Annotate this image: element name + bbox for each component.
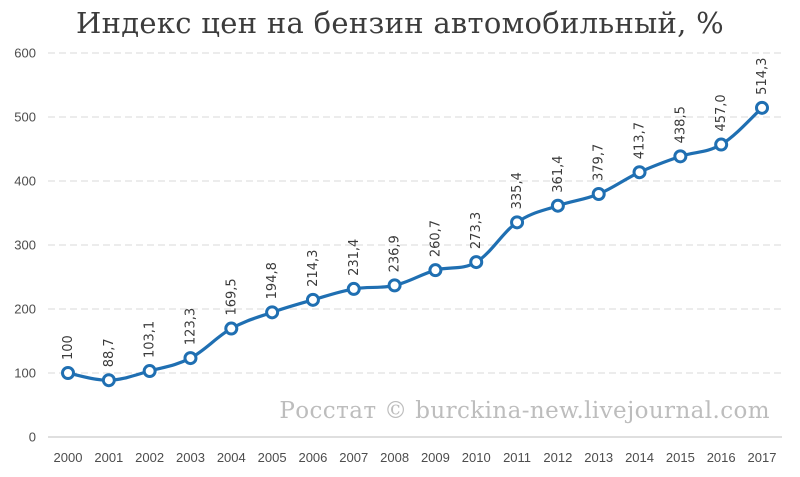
x-tick-label: 2013 bbox=[584, 450, 613, 465]
data-point bbox=[550, 198, 565, 213]
y-tick-label: 400 bbox=[14, 174, 36, 189]
data-point bbox=[510, 215, 525, 230]
data-point bbox=[265, 305, 280, 320]
data-label: 379,7 bbox=[592, 144, 607, 181]
y-tick-label: 300 bbox=[14, 238, 36, 253]
data-point bbox=[673, 149, 688, 164]
data-label: 194,8 bbox=[265, 262, 280, 299]
x-tick-label: 2014 bbox=[625, 450, 654, 465]
data-point bbox=[305, 292, 320, 307]
x-tick-label: 2012 bbox=[543, 450, 572, 465]
data-label: 214,3 bbox=[306, 250, 321, 287]
data-point bbox=[755, 100, 769, 115]
data-point bbox=[101, 373, 116, 388]
data-point bbox=[224, 321, 239, 336]
x-tick-label: 2015 bbox=[666, 450, 695, 465]
data-point bbox=[346, 281, 361, 296]
data-label: 438,5 bbox=[673, 106, 688, 143]
data-point bbox=[428, 263, 443, 278]
data-label: 88,7 bbox=[102, 338, 117, 367]
x-tick-label: 2007 bbox=[339, 450, 368, 465]
data-label: 457,0 bbox=[714, 94, 729, 131]
data-label: 123,3 bbox=[183, 308, 198, 345]
data-point bbox=[591, 186, 606, 201]
x-tick-label: 2008 bbox=[380, 450, 409, 465]
x-tick-label: 2003 bbox=[176, 450, 205, 465]
data-label: 100 bbox=[61, 335, 76, 360]
x-tick-label: 2004 bbox=[217, 450, 246, 465]
data-point bbox=[632, 165, 647, 180]
data-point bbox=[142, 364, 157, 379]
data-label: 231,4 bbox=[347, 239, 362, 276]
data-label: 335,4 bbox=[510, 172, 525, 209]
x-axis: 2000 2001 2002 2003 2004 2005 2006 2007 2008 2009… bbox=[54, 450, 777, 465]
x-tick-label: 2000 bbox=[54, 450, 83, 465]
x-tick-label: 2011 bbox=[503, 450, 531, 465]
data-point bbox=[183, 351, 198, 366]
x-tick-label: 2010 bbox=[462, 450, 491, 465]
data-label: 236,9 bbox=[388, 235, 403, 272]
x-tick-label: 2017 bbox=[748, 450, 777, 465]
series bbox=[61, 100, 769, 388]
x-tick-label: 2002 bbox=[135, 450, 164, 465]
x-tick-label: 2016 bbox=[707, 450, 736, 465]
data-point bbox=[61, 366, 75, 380]
data-labels: 100 88,7 103,1 123,3 169,5 194,8 214,3 231,4 236… bbox=[61, 58, 770, 368]
x-tick-label: 2001 bbox=[94, 450, 123, 465]
data-label: 169,5 bbox=[224, 278, 239, 315]
data-label: 514,3 bbox=[755, 58, 770, 95]
data-label: 260,7 bbox=[428, 220, 443, 257]
data-point bbox=[469, 255, 484, 270]
x-tick-label: 2009 bbox=[421, 450, 450, 465]
data-label: 103,1 bbox=[143, 321, 158, 358]
y-tick-label: 500 bbox=[14, 110, 36, 125]
data-point bbox=[714, 137, 729, 152]
y-tick-label: 200 bbox=[14, 302, 36, 317]
data-label: 273,3 bbox=[469, 212, 484, 249]
data-label: 413,7 bbox=[633, 122, 648, 159]
y-tick-label: 100 bbox=[14, 366, 36, 381]
watermark: Росстат © burckina-new.livejournal.com bbox=[279, 398, 770, 424]
x-tick-label: 2005 bbox=[258, 450, 287, 465]
y-tick-label: 600 bbox=[14, 46, 36, 61]
data-point bbox=[387, 278, 402, 293]
chart-title: Индекс цен на бензин автомобильный, % bbox=[75, 6, 725, 40]
y-axis: 0 100 200 300 400 500 600 bbox=[14, 46, 36, 445]
x-tick-label: 2006 bbox=[298, 450, 327, 465]
data-label: 361,4 bbox=[551, 155, 566, 192]
series-line bbox=[67, 106, 764, 382]
y-tick-label: 0 bbox=[29, 430, 36, 445]
gridlines bbox=[48, 52, 782, 438]
